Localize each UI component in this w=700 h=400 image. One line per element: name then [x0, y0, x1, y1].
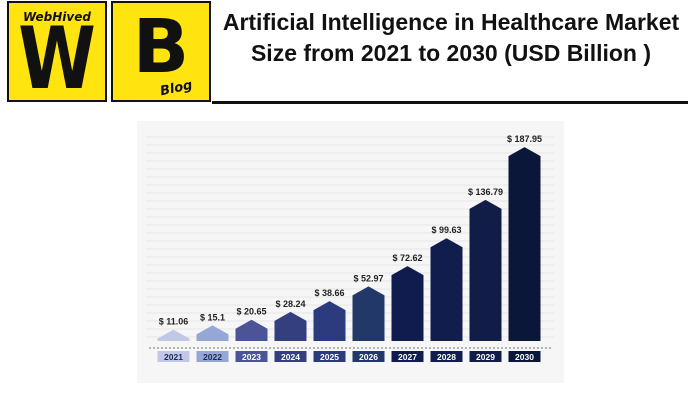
header-divider [212, 101, 688, 104]
bar [391, 266, 424, 341]
data-label: $ 52.97 [353, 273, 383, 283]
bar [157, 329, 190, 341]
x-tick-label: 2022 [203, 352, 222, 362]
category-tag [352, 351, 385, 362]
category-tag [235, 351, 268, 362]
data-label: $ 99.63 [431, 225, 461, 235]
logo-brand-text: WebHived [23, 10, 91, 24]
data-label: $ 28.24 [275, 299, 305, 309]
category-tag [508, 351, 541, 362]
bar [469, 199, 502, 341]
bar [274, 311, 307, 341]
data-label: $ 136.79 [468, 187, 503, 197]
data-label: $ 38.66 [314, 288, 344, 298]
x-tick-label: 2024 [281, 352, 300, 362]
category-tag [157, 351, 190, 362]
webhived-logo: WebHived W [7, 1, 107, 109]
bar [508, 147, 541, 341]
category-tag [391, 351, 424, 362]
bar [196, 325, 229, 341]
x-tick-label: 2023 [242, 352, 261, 362]
category-tag [274, 351, 307, 362]
bar-chart: $ 11.06 2021 $ 15.1 2022 $ 20.65 2023 $ 28.24 2… [147, 134, 554, 362]
category-tag [196, 351, 229, 362]
page-title: Artificial Intelligence in Healthcare Ma… [222, 9, 680, 66]
data-label: $ 11.06 [159, 317, 189, 327]
category-tag [313, 351, 346, 362]
data-label: $ 72.62 [392, 253, 422, 263]
bar [352, 286, 385, 341]
category-tag [430, 351, 463, 362]
blog-logo: B Blog [111, 1, 211, 102]
x-tick-label: 2025 [320, 352, 339, 362]
x-tick-label: 2021 [164, 352, 183, 362]
data-label: $ 187.95 [507, 134, 542, 144]
category-tag [469, 351, 502, 362]
data-label: $ 20.65 [236, 307, 266, 317]
logo-letter-b: B [132, 4, 190, 90]
data-label: $ 15.1 [200, 312, 225, 322]
x-tick-label: 2029 [476, 352, 495, 362]
x-tick-label: 2026 [359, 352, 378, 362]
x-tick-label: 2027 [398, 352, 417, 362]
bar [313, 301, 346, 341]
bar [430, 238, 463, 341]
x-tick-label: 2028 [437, 352, 456, 362]
chart-panel: $ 11.06 2021 $ 15.1 2022 $ 20.65 2023 $ 28.24 2… [137, 121, 564, 383]
x-tick-label: 2030 [515, 352, 534, 362]
bar [235, 319, 268, 341]
logo-letter-w: W [18, 9, 96, 109]
